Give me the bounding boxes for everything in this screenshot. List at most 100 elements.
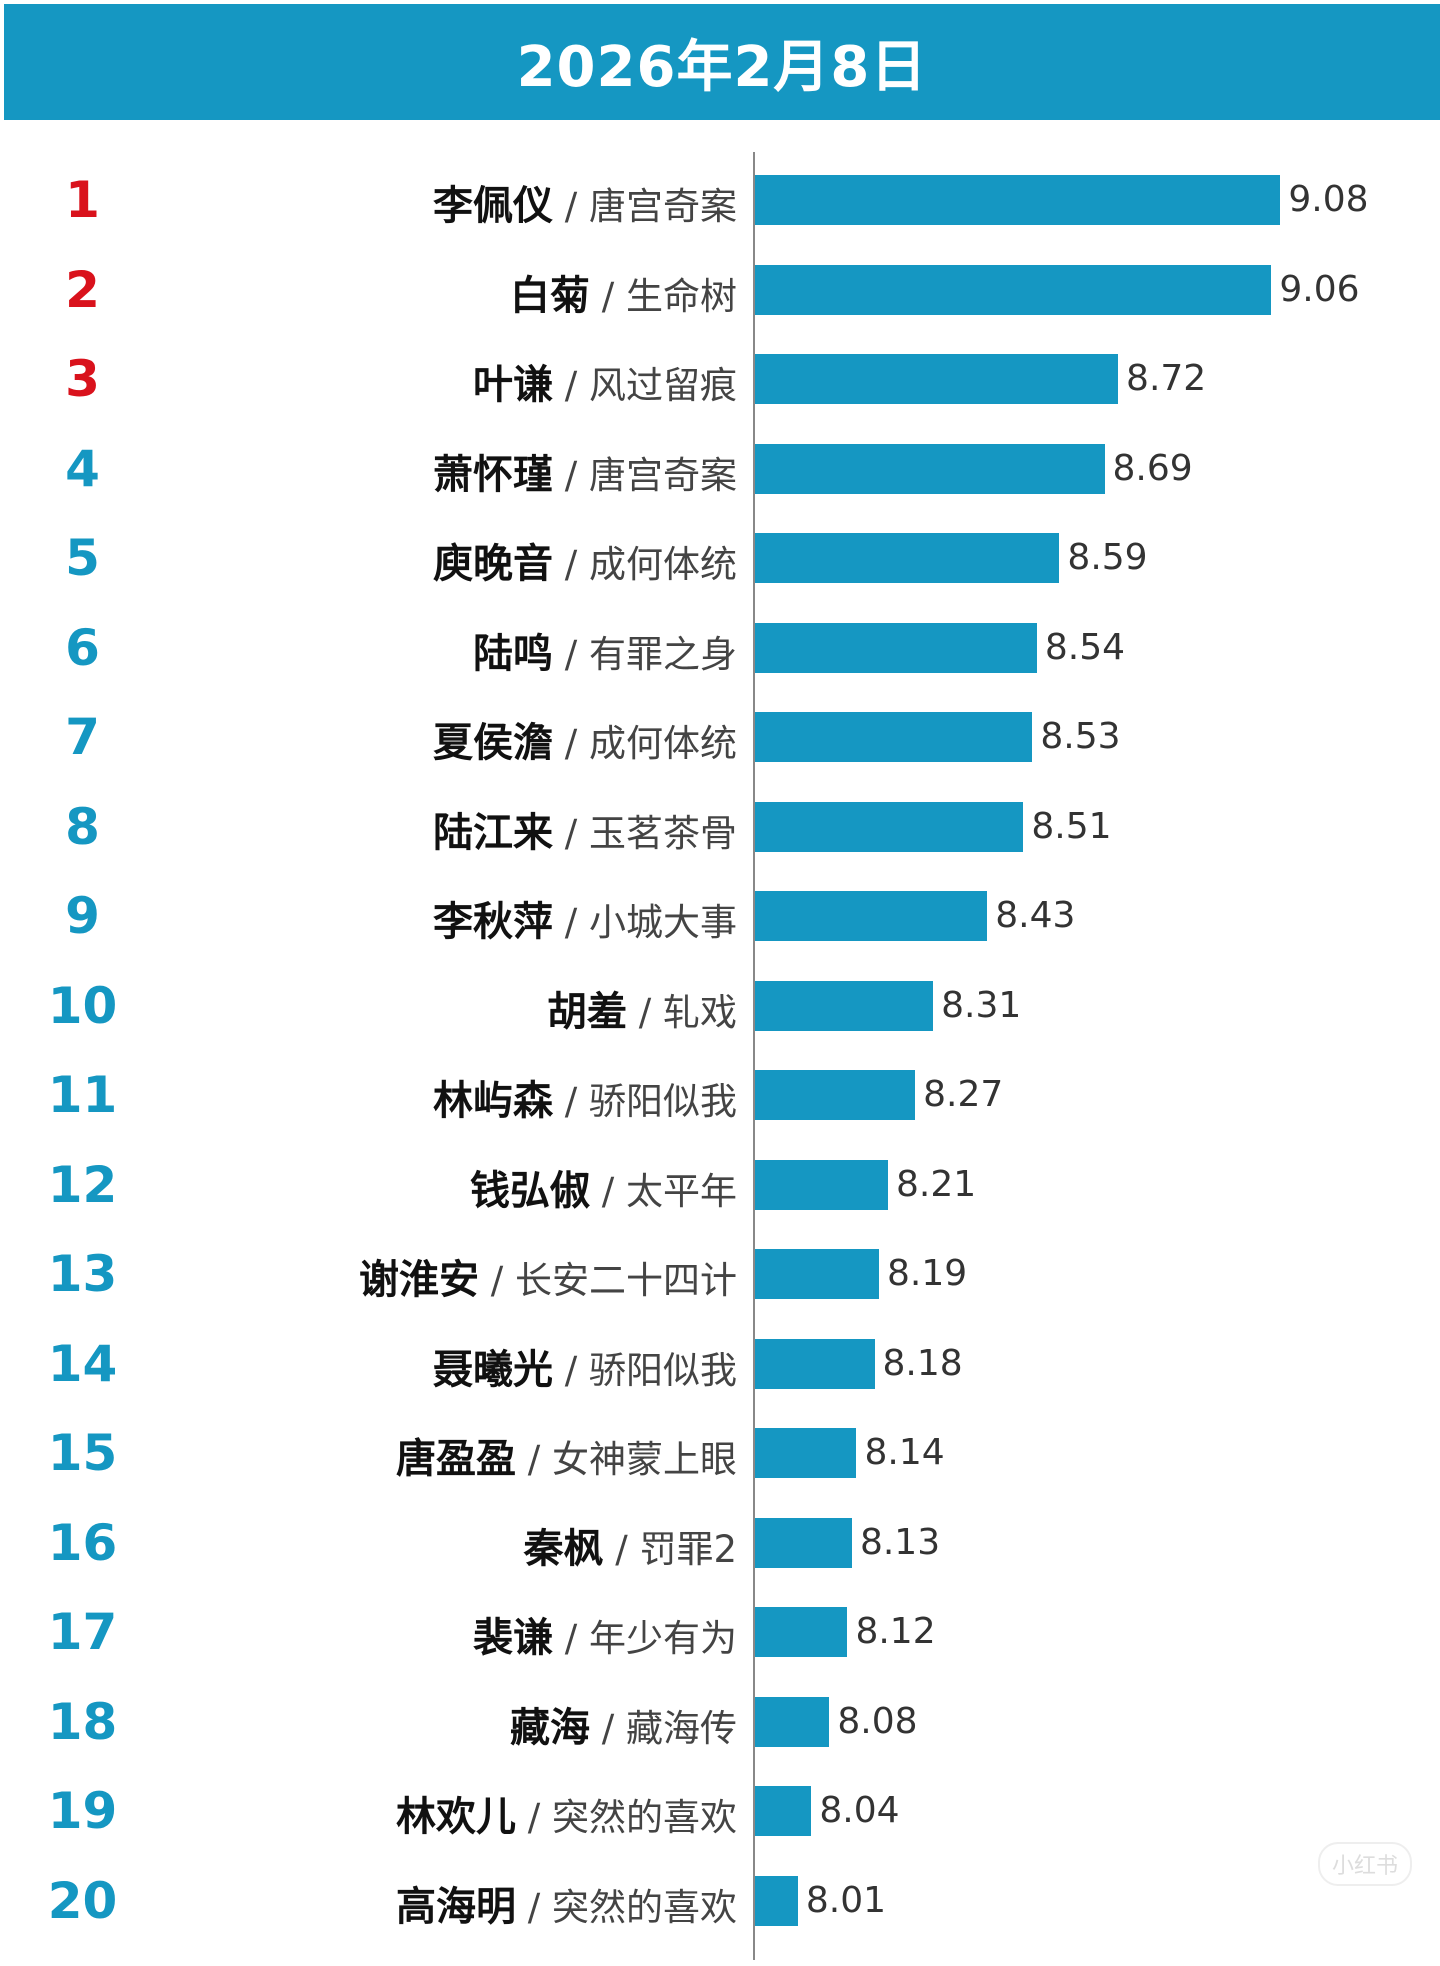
character-name: 李佩仪 — [433, 183, 553, 229]
chart-row: 20 高海明 / 突然的喜欢 8.01 — [0, 1856, 1440, 1946]
chart-row: 4 萧怀瑾 / 唐宫奇案 8.69 — [0, 424, 1440, 514]
bar — [755, 980, 934, 1031]
chart-title: 2026年2月8日 — [516, 34, 928, 100]
show-title: 玉茗茶骨 — [589, 811, 737, 855]
chart-title-bar: 2026年2月8日 — [4, 4, 1440, 120]
chart-row: 13 谢淮安 / 长安二十四计 8.19 — [0, 1229, 1440, 1319]
bar — [755, 622, 1037, 673]
bar — [755, 264, 1272, 315]
separator: / — [553, 543, 589, 586]
separator: / — [627, 990, 663, 1034]
data-label: 8.13 — [859, 1521, 941, 1563]
show-title: 唐宫奇案 — [589, 453, 737, 497]
chart-row: 3 叶谦 / 风过留痕 8.72 — [0, 334, 1440, 424]
category-label: 胡羞 / 轧戏 — [547, 979, 737, 1037]
chart-row: 11 林屿森 / 骄阳似我 8.27 — [0, 1050, 1440, 1140]
separator: / — [553, 185, 589, 228]
data-label: 8.54 — [1044, 626, 1126, 668]
rank-label: 11 — [47, 1066, 118, 1124]
chart-row: 1 李佩仪 / 唐宫奇案 9.08 — [0, 155, 1440, 245]
separator: / — [553, 811, 589, 855]
bar — [755, 1249, 880, 1299]
character-name: 萧怀瑾 — [433, 451, 553, 498]
bar — [755, 1696, 830, 1747]
show-title: 有罪之身 — [589, 632, 737, 676]
separator: / — [603, 1527, 640, 1571]
rank-label: 2 — [65, 260, 100, 319]
character-name: 夏侯澹 — [433, 720, 553, 766]
show-title: 女神蒙上眼 — [552, 1438, 737, 1481]
rank-label: 1 — [65, 171, 100, 229]
show-title: 罚罪2 — [639, 1527, 737, 1571]
character-name: 秦枫 — [523, 1525, 604, 1572]
category-label: 陆鸣 / 有罪之身 — [473, 621, 737, 679]
chart-row: 6 陆鸣 / 有罪之身 8.54 — [0, 603, 1440, 693]
chart-row: 14 聂曦光 / 骄阳似我 8.18 — [0, 1319, 1440, 1409]
chart-row: 18 藏海 / 藏海传 8.08 — [0, 1677, 1440, 1767]
rank-label: 8 — [65, 797, 100, 856]
rank-label: 19 — [47, 1782, 118, 1840]
show-title: 年少有为 — [589, 1617, 737, 1660]
show-title: 轧戏 — [663, 990, 737, 1034]
separator: / — [590, 274, 626, 318]
category-label: 谢淮安 / 长安二十四计 — [359, 1247, 737, 1305]
bar — [755, 354, 1119, 404]
separator: / — [553, 632, 589, 676]
show-title: 藏海传 — [626, 1706, 737, 1750]
rank-label: 16 — [47, 1513, 118, 1572]
watermark: 小红书 — [1318, 1842, 1413, 1886]
data-label: 8.31 — [941, 984, 1022, 1026]
category-label: 裴谦 / 年少有为 — [473, 1605, 737, 1663]
separator: / — [553, 1617, 589, 1660]
category-label: 林欢儿 / 突然的喜欢 — [396, 1784, 737, 1842]
data-label: 8.43 — [995, 895, 1076, 936]
separator: / — [590, 1169, 626, 1213]
separator: / — [553, 364, 589, 407]
bar — [755, 1517, 852, 1568]
separator: / — [553, 901, 589, 944]
data-label: 8.53 — [1040, 716, 1121, 757]
chart-row: 8 陆江来 / 玉茗茶骨 8.51 — [0, 782, 1440, 872]
rank-label: 4 — [65, 439, 100, 498]
category-label: 叶谦 / 风过留痕 — [473, 352, 737, 410]
show-title: 突然的喜欢 — [552, 1796, 737, 1839]
bar — [755, 1338, 875, 1389]
character-name: 聂曦光 — [433, 1346, 553, 1393]
bar — [755, 1607, 848, 1657]
category-label: 高海明 / 突然的喜欢 — [396, 1874, 737, 1932]
character-name: 裴谦 — [473, 1615, 553, 1661]
separator: / — [553, 453, 589, 497]
data-label: 8.14 — [864, 1432, 945, 1473]
separator: / — [590, 1706, 626, 1750]
category-label: 李佩仪 / 唐宫奇案 — [433, 173, 737, 231]
data-label: 8.12 — [855, 1611, 936, 1652]
character-name: 白菊 — [510, 272, 590, 319]
bar — [755, 443, 1105, 494]
rank-label: 9 — [65, 887, 100, 945]
rank-label: 10 — [47, 976, 118, 1035]
category-label: 陆江来 / 玉茗茶骨 — [433, 800, 737, 858]
rank-label: 13 — [47, 1245, 118, 1303]
character-name: 陆鸣 — [473, 630, 553, 677]
separator: / — [516, 1796, 552, 1839]
data-label: 8.19 — [887, 1253, 968, 1294]
rank-label: 14 — [47, 1334, 118, 1393]
data-label: 8.08 — [837, 1700, 918, 1742]
character-name: 林欢儿 — [396, 1794, 516, 1840]
character-name: 钱弘俶 — [470, 1167, 590, 1214]
character-name: 藏海 — [510, 1704, 590, 1751]
rank-label: 20 — [47, 1871, 118, 1930]
show-title: 长安二十四计 — [515, 1259, 737, 1302]
data-label: 9.06 — [1279, 268, 1360, 310]
show-title: 唐宫奇案 — [589, 185, 737, 228]
category-label: 藏海 / 藏海传 — [510, 1695, 737, 1753]
bar — [755, 175, 1281, 225]
character-name: 陆江来 — [433, 809, 553, 856]
data-label: 8.01 — [805, 1879, 886, 1921]
data-label: 9.08 — [1288, 179, 1369, 220]
category-label: 钱弘俶 / 太平年 — [470, 1158, 737, 1216]
data-label: 8.69 — [1112, 447, 1193, 489]
bar — [755, 801, 1024, 852]
show-title: 骄阳似我 — [589, 1348, 737, 1392]
chart-row: 17 裴谦 / 年少有为 8.12 — [0, 1587, 1440, 1677]
